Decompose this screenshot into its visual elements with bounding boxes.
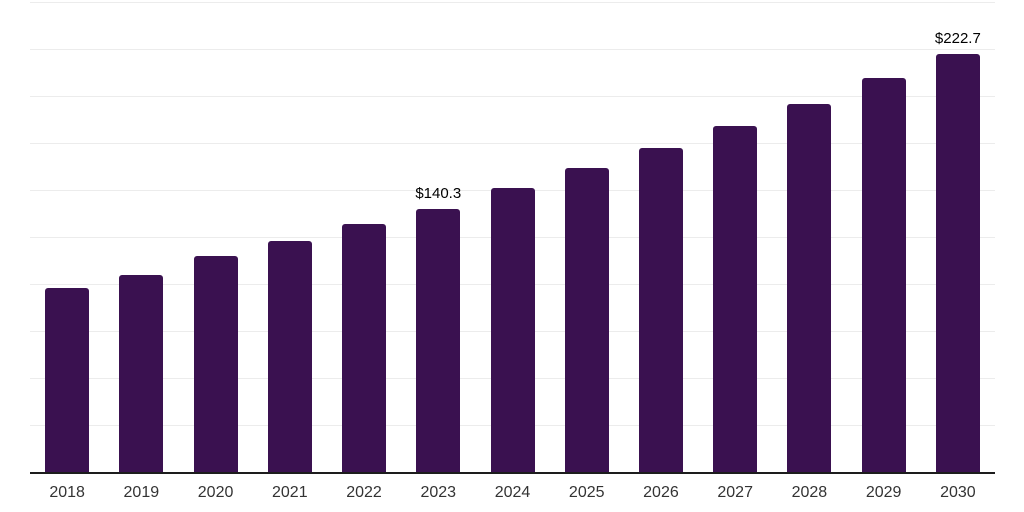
value-label-2023: $140.3: [415, 184, 462, 202]
bar-2025: [564, 168, 609, 473]
x-axis-line: [30, 471, 995, 474]
x-tick-label: 2023: [420, 484, 457, 501]
bar-2020: [193, 255, 238, 473]
x-tick-label: 2020: [197, 484, 234, 501]
gridline: [30, 96, 995, 97]
bar-2030: [935, 53, 980, 473]
x-tick-label: 2018: [49, 484, 85, 501]
bar-2026: [638, 148, 683, 473]
x-tick-label: 2021: [272, 484, 308, 501]
bar-2029: [861, 77, 906, 473]
gridline: [30, 143, 995, 144]
x-tick-label: 2030: [940, 484, 976, 501]
bar-2023: [416, 208, 461, 473]
x-tick-label: 2024: [494, 484, 531, 501]
x-tick-label: 2029: [865, 484, 902, 501]
gridline: [30, 49, 995, 50]
x-tick-label: 2027: [717, 484, 753, 501]
bar-2018: [45, 287, 90, 473]
x-tick-label: 2019: [123, 484, 160, 501]
x-tick-label: 2028: [791, 484, 828, 501]
bar-2019: [119, 275, 164, 473]
bar-2027: [713, 126, 758, 473]
x-tick-label: 2025: [568, 484, 605, 501]
gridline: [30, 2, 995, 3]
x-tick-label: 2022: [346, 484, 382, 501]
bar-2024: [490, 187, 535, 473]
bar-2021: [267, 241, 312, 473]
bar-2028: [787, 104, 832, 473]
bar-2022: [342, 224, 387, 473]
value-label-2030: $222.7: [934, 29, 981, 47]
x-tick-label: 2026: [643, 484, 679, 501]
